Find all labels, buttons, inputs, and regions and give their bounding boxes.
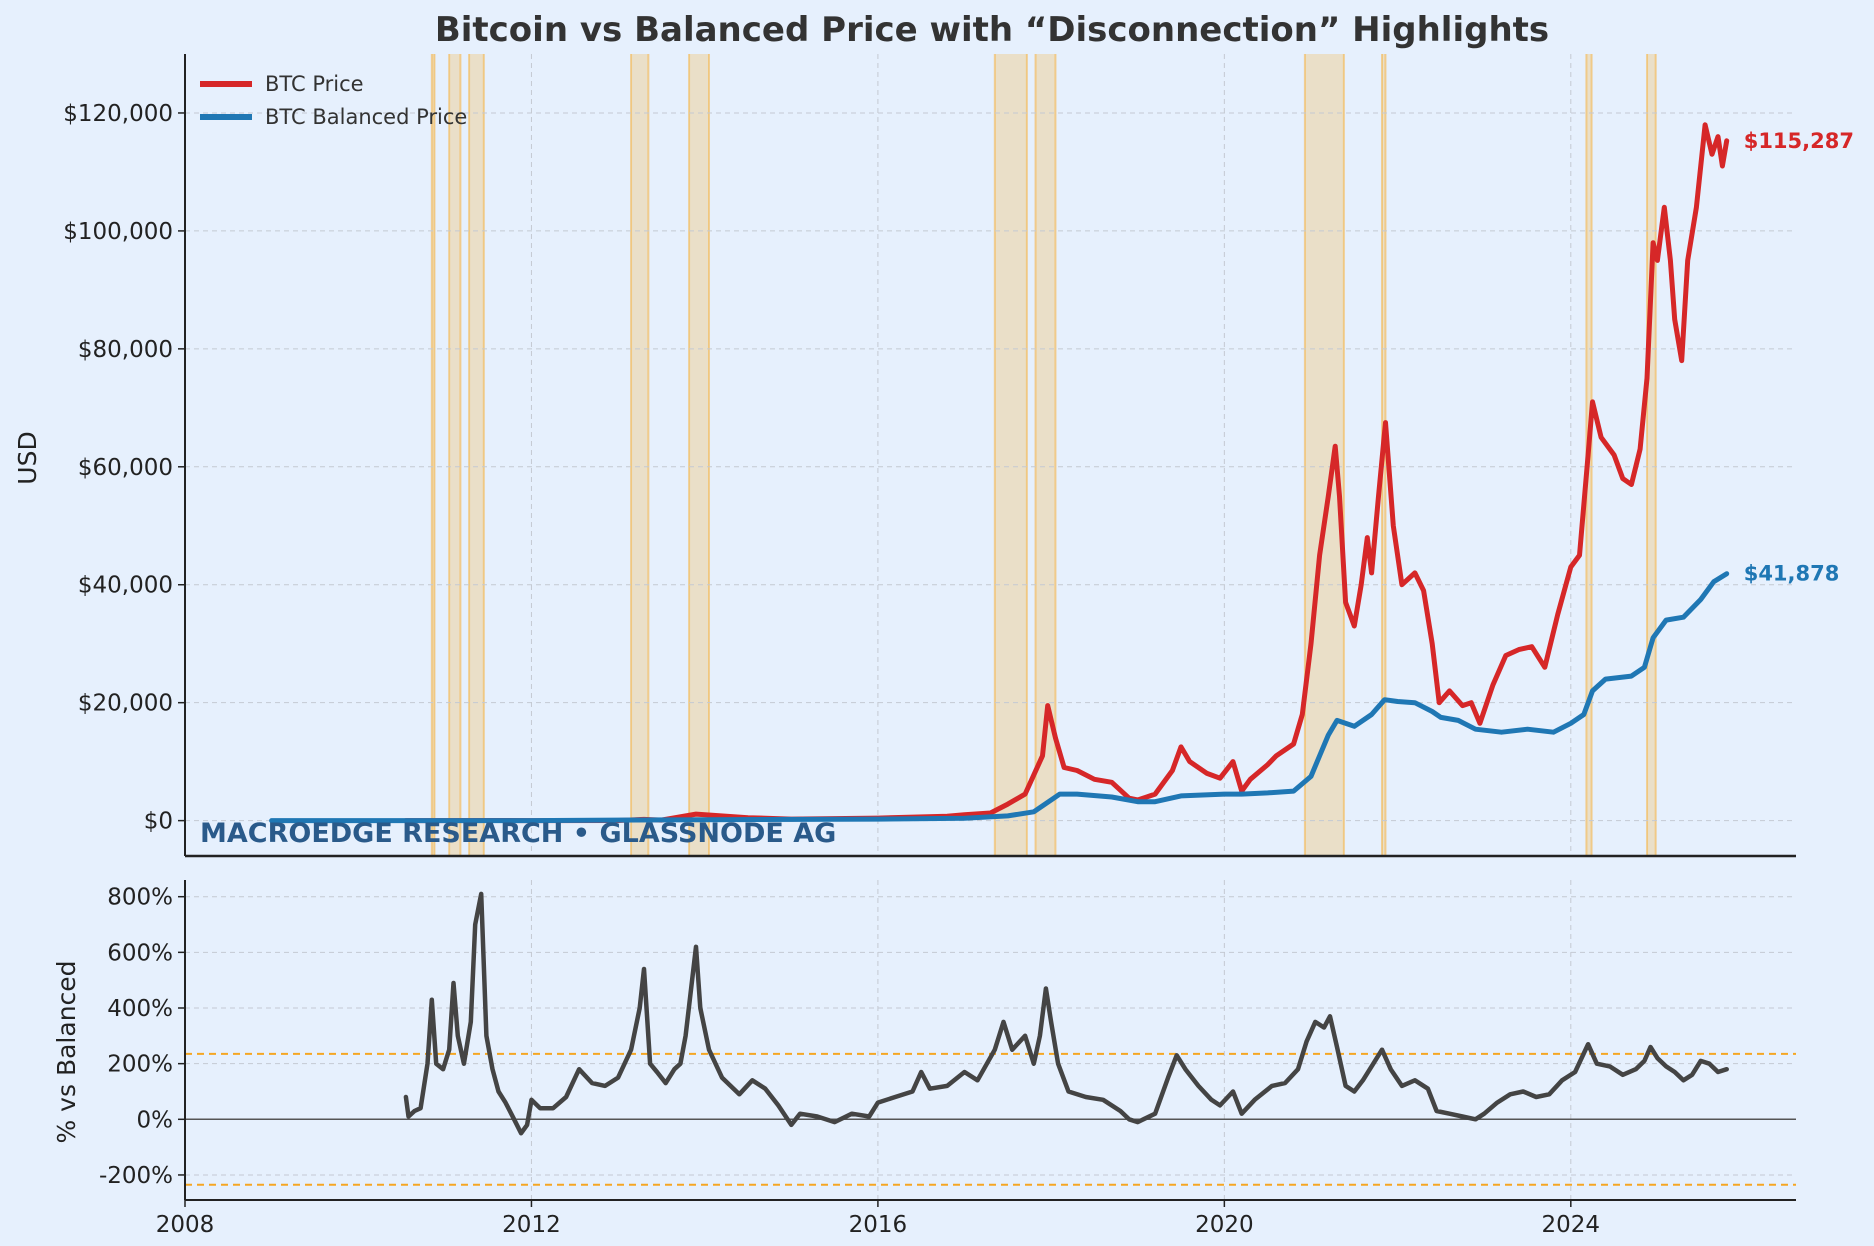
bottom-y-tick-label-1: 0% bbox=[137, 1107, 174, 1133]
top-axes bbox=[184, 54, 1796, 858]
top-y-tick-label-5: $100,000 bbox=[63, 219, 173, 245]
bottom-x-tick-label-1: 2012 bbox=[502, 1212, 561, 1238]
top-y-tick-label-4: $80,000 bbox=[78, 337, 173, 363]
bottom-y-tick-label-0: -200% bbox=[99, 1163, 173, 1189]
bottom-grid bbox=[184, 880, 1796, 1200]
chart-title: Bitcoin vs Balanced Price with “Disconne… bbox=[435, 10, 1549, 50]
highlight-band-4 bbox=[631, 54, 649, 856]
bottom-x-tick-label-2: 2016 bbox=[849, 1212, 908, 1238]
top-y-tick-label-2: $40,000 bbox=[78, 573, 173, 599]
legend-label-balanced-price: BTC Balanced Price bbox=[265, 105, 467, 129]
bottom-y-axis-label: % vs Balanced bbox=[52, 960, 81, 1143]
top-y-tick-label-0: $0 bbox=[144, 809, 173, 835]
bottom-axes bbox=[184, 880, 1796, 1201]
bottom-y-tick-label-4: 600% bbox=[107, 940, 173, 966]
highlight-band-2 bbox=[449, 54, 461, 856]
top-series bbox=[269, 122, 1730, 824]
bottom-y-tick-label-2: 200% bbox=[107, 1052, 173, 1078]
highlight-band-5 bbox=[689, 54, 710, 856]
highlight-band-3 bbox=[469, 54, 484, 856]
top-y-axis-label: USD bbox=[13, 431, 42, 484]
bottom-y-tick-label-3: 400% bbox=[107, 996, 173, 1022]
top-y-ticks: $0 $20,000 $40,000 $60,000 $80,000 $100,000 $1… bbox=[63, 101, 185, 835]
bottom-x-tick-label-4: 2024 bbox=[1542, 1212, 1601, 1238]
top-y-tick-label-6: $120,000 bbox=[63, 101, 173, 127]
series-line-btc-price bbox=[403, 122, 1730, 824]
legend-label-btc-price: BTC Price bbox=[265, 72, 364, 96]
top-grid bbox=[184, 54, 1796, 856]
highlight-band-7 bbox=[1035, 54, 1056, 856]
bottom-x-tick-label-3: 2020 bbox=[1195, 1212, 1254, 1238]
highlight-band-6 bbox=[994, 54, 1027, 856]
watermark-text: MACROEDGE RESEARCH • GLASSNODE AG bbox=[200, 818, 836, 849]
bottom-y-tick-label-5: 800% bbox=[107, 885, 173, 911]
highlight-band-11 bbox=[1647, 54, 1656, 856]
series-line-btc-balanced-price bbox=[269, 571, 1730, 824]
bottom-x-tick-label-0: 2008 bbox=[156, 1212, 215, 1238]
legend: BTC Price BTC Balanced Price bbox=[200, 72, 467, 129]
top-y-tick-label-1: $20,000 bbox=[78, 691, 173, 717]
bottom-x-ticks: 2008 2012 2016 2020 2024 bbox=[156, 1200, 1600, 1238]
top-end-labels: $115,287 $41,878 bbox=[1744, 129, 1854, 586]
bottom-series bbox=[403, 891, 1729, 1136]
series-line-vs-balanced bbox=[403, 891, 1729, 1136]
end-label-btc-price: $115,287 bbox=[1744, 129, 1854, 153]
bottom-y-ticks: -200% 0% 200% 400% 600% 800% bbox=[99, 885, 185, 1189]
top-y-tick-label-3: $60,000 bbox=[78, 455, 173, 481]
end-label-btc-balanced-price: $41,878 bbox=[1744, 562, 1840, 586]
highlight-band-1 bbox=[431, 54, 435, 856]
